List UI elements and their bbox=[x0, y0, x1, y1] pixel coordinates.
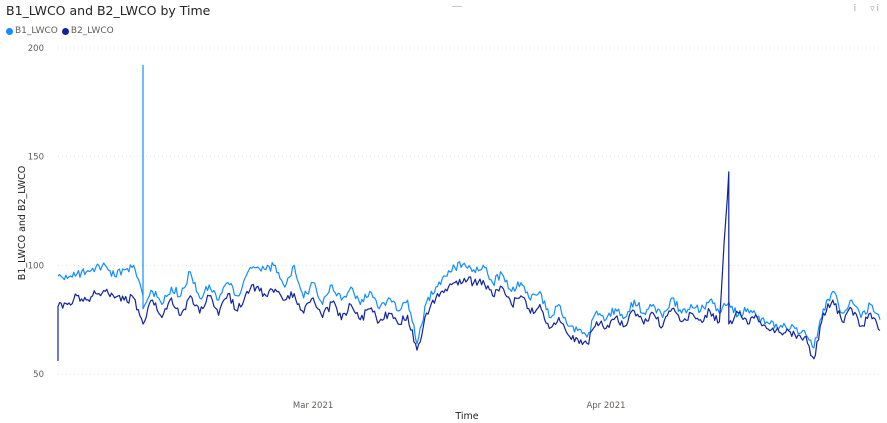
y-tick-label: 150 bbox=[28, 153, 44, 163]
gridlines bbox=[58, 48, 880, 374]
y-axis-ticks: 50 100 150 200 bbox=[28, 44, 44, 380]
series-line-b1_lwco[interactable] bbox=[58, 65, 880, 348]
x-axis-ticks: Mar 2021 Apr 2021 bbox=[293, 401, 626, 411]
x-tick-label: Apr 2021 bbox=[586, 401, 625, 411]
x-tick-label: Mar 2021 bbox=[293, 401, 333, 411]
y-tick-label: 100 bbox=[28, 261, 44, 271]
y-tick-label: 200 bbox=[28, 44, 44, 54]
series-lines[interactable] bbox=[58, 65, 880, 361]
y-axis-title: B1_LWCO and B2_LWCO bbox=[17, 166, 28, 280]
y-tick-label: 50 bbox=[33, 370, 44, 380]
x-axis-title: Time bbox=[454, 411, 478, 422]
